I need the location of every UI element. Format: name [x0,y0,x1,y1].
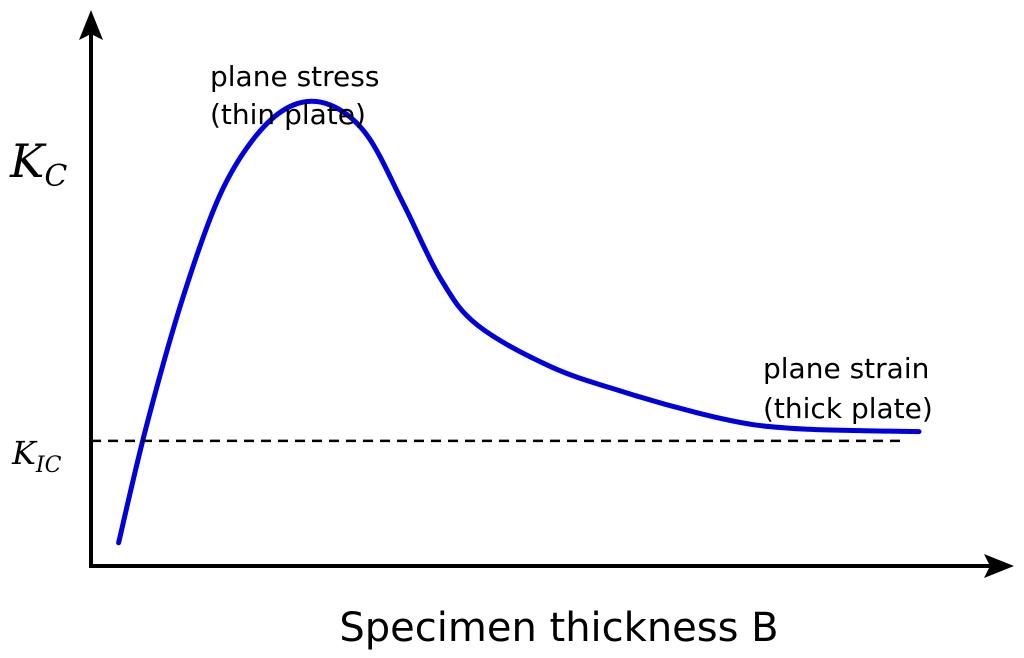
y-tick-label-kic: KIC [11,434,62,478]
x-axis-arrowhead [984,554,1014,578]
y-tick-label-kc: KC [9,134,67,194]
annotation-plane-strain: plane strain (thick plate) [763,352,938,425]
y-axis-arrowhead [79,10,103,40]
x-axis-title: Specimen thickness B [339,605,778,651]
kc-curve [116,98,922,546]
series-layer [91,98,922,546]
axes [79,10,1014,578]
annotation-plane-stress: plane stress (thin plate) [210,60,388,131]
